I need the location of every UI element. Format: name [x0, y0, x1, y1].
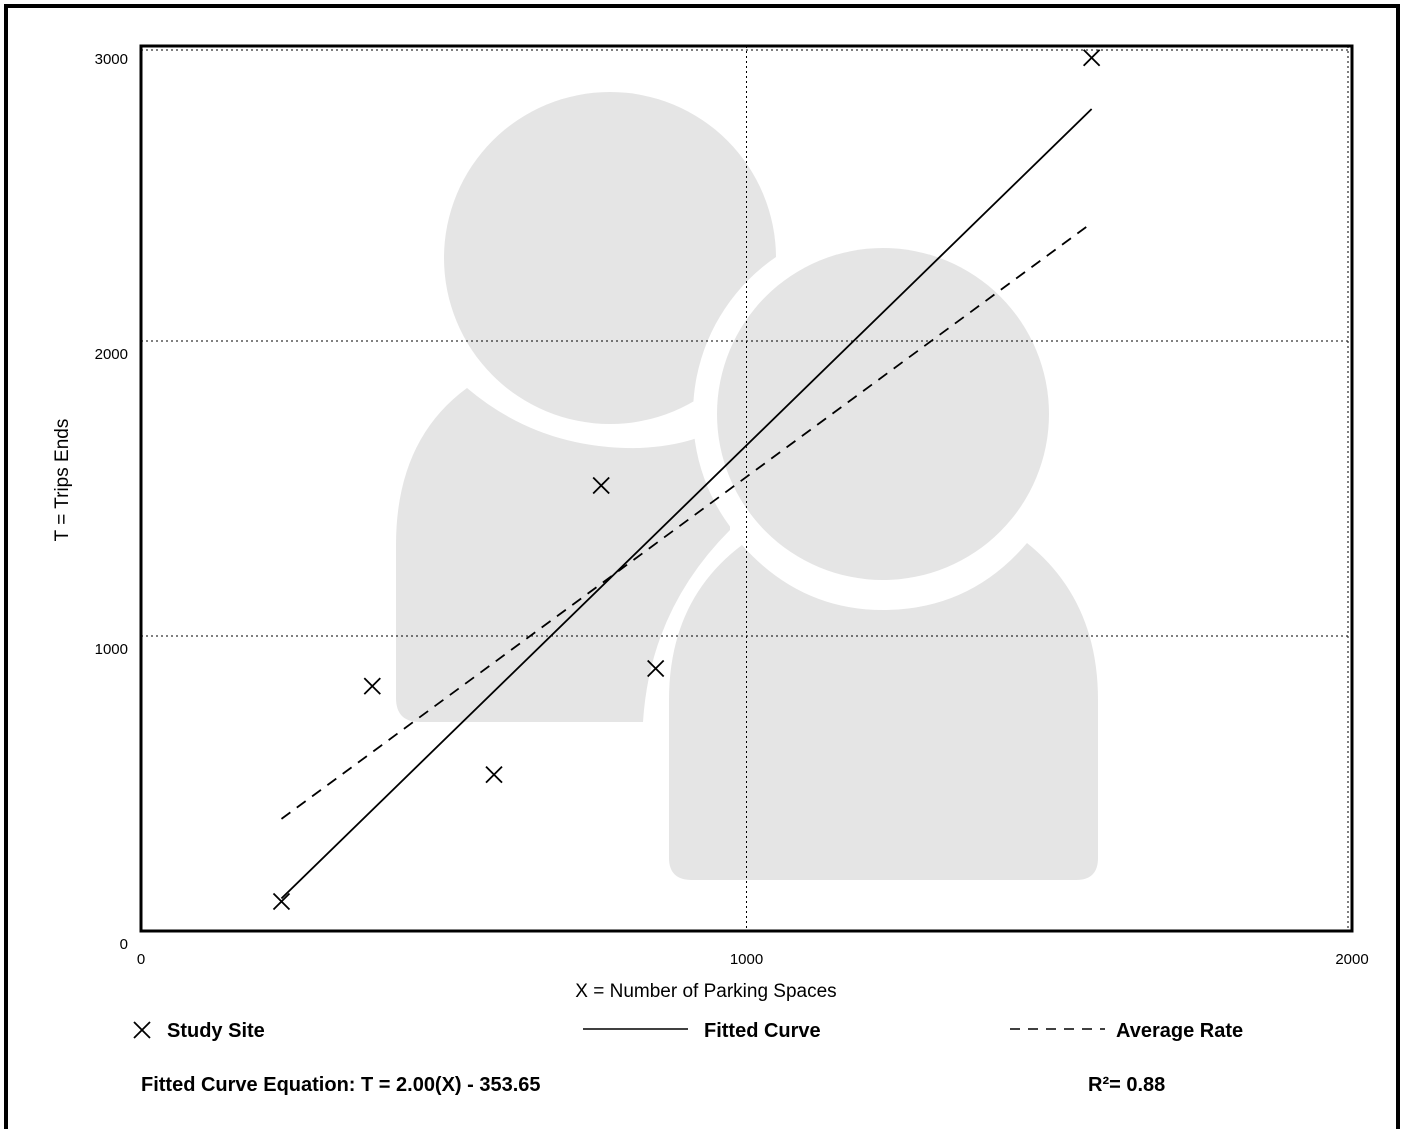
fitted-curve-equation: Fitted Curve Equation: T = 2.00(X) - 353… [141, 1074, 541, 1096]
y-axis-title: T = Trips Ends [52, 419, 73, 542]
data-points [272, 49, 1101, 911]
x-tick-label: 2000 [1335, 951, 1368, 968]
watermark-body-back [396, 388, 730, 722]
plot-border [139, 44, 1354, 933]
x-tick-label: 1000 [730, 951, 763, 968]
y-tick-label: 3000 [95, 51, 128, 68]
study-site-point [592, 476, 610, 495]
watermark-head-front [717, 248, 1049, 580]
fitted-curve-line [280, 108, 1093, 900]
average-rate-line [280, 222, 1093, 820]
watermark-body-front [669, 543, 1098, 880]
r-squared-value: R²= 0.88 [1088, 1074, 1165, 1096]
y-tick-label: 0 [120, 936, 128, 953]
fit-lines [280, 108, 1093, 900]
y-tick-label: 1000 [95, 641, 128, 658]
study-site-point [1083, 49, 1101, 67]
y-tick-label: 2000 [95, 346, 128, 363]
legend-item-study-site: Study Site [133, 1020, 265, 1042]
legend-label-fitted-curve: Fitted Curve [704, 1020, 821, 1042]
x-tick-label: 0 [137, 951, 145, 968]
legend-item-average-rate: Average Rate [1010, 1020, 1243, 1042]
legend-label-average-rate: Average Rate [1116, 1020, 1243, 1042]
tick-labels: 0 1000 2000 0 1000 2000 3000 [95, 51, 1369, 968]
study-site-point [485, 766, 503, 784]
legend-item-fitted-curve: Fitted Curve [583, 1020, 821, 1042]
legend-x-marker-icon [133, 1021, 151, 1039]
study-site-point [647, 659, 665, 678]
outer-frame [4, 4, 1400, 1129]
grid-lines [141, 46, 1352, 931]
legend: Study Site Fitted Curve Average Rate [133, 1020, 1243, 1042]
x-axis-title: X = Number of Parking Spaces [575, 981, 836, 1002]
study-site-point [363, 677, 381, 695]
study-site-point [272, 892, 291, 911]
legend-label-study-site: Study Site [167, 1020, 265, 1042]
